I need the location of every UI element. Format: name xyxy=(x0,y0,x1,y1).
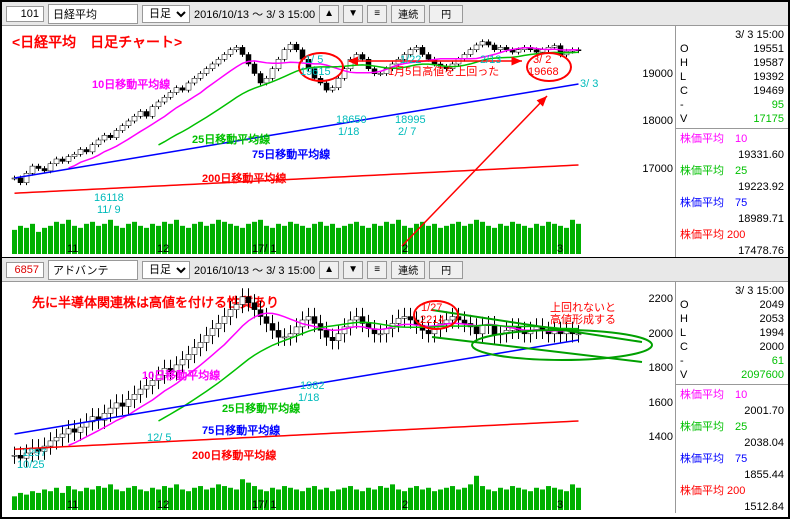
toolbar: 6857 アドバンテ 日足 2016/10/13 ～ 3/ 3 15:00 ▲▼… xyxy=(2,258,788,282)
anno-text: 10/25 xyxy=(17,459,45,471)
anno-text: 上回れないと xyxy=(550,302,616,314)
side-panel: 3/ 3 15:00O19551H19587L19392C19469-95V17… xyxy=(676,26,788,257)
ma-row: 株価平均 7518989.71 xyxy=(680,195,784,227)
xtick: 3 xyxy=(557,243,563,255)
xtick: 11 xyxy=(67,243,78,255)
ohlc-row: -95 xyxy=(680,98,784,112)
anno-text: 2214 xyxy=(420,314,444,326)
anno-text: 18650 xyxy=(336,114,367,126)
ytick: 2200 xyxy=(649,293,673,305)
anno-text: 18995 xyxy=(395,114,426,126)
ma-row: 株価平均 2519223.92 xyxy=(680,163,784,195)
ohlc-row: L1994 xyxy=(680,326,784,340)
xtick: 17/ 1 xyxy=(252,499,276,511)
ma-row: 株価平均 1019331.60 xyxy=(680,131,784,163)
anno-text: 2/13 xyxy=(480,54,501,66)
xtick: 17/ 1 xyxy=(252,243,276,255)
anno-text: 19668 xyxy=(528,66,559,78)
ma-row: 株価平均 751855.44 xyxy=(680,451,784,483)
ohlc-row: O19551 xyxy=(680,42,784,56)
chart-panel: 101 日経平均 日足 2016/10/13 ～ 3/ 3 15:00 ▲▼≡連… xyxy=(2,2,788,258)
xtick: 3 xyxy=(557,499,563,511)
toolbar-btn[interactable]: ≡ xyxy=(367,5,387,23)
anno-text: 3/ 3 xyxy=(580,78,598,90)
ma-label: 75日移動平均線 xyxy=(202,422,280,438)
anno-text: 1/ 5 xyxy=(305,54,323,66)
ma-row: 株価平均 2001512.84 xyxy=(680,483,784,515)
xtick: 12 xyxy=(157,243,169,255)
ohlc-row: H2053 xyxy=(680,312,784,326)
anno-text: 1/22 xyxy=(400,54,421,66)
code-input[interactable]: 101 xyxy=(6,6,44,22)
toolbar-btn[interactable]: 連続 xyxy=(391,261,425,279)
ytick: 18000 xyxy=(642,115,673,127)
ohlc-row: C2000 xyxy=(680,340,784,354)
side-datetime: 3/ 3 15:00 xyxy=(680,28,784,42)
interval-select[interactable]: 日足 xyxy=(142,5,190,23)
toolbar-btn[interactable]: 連続 xyxy=(391,5,425,23)
ma-label: 10日移動平均線 xyxy=(142,367,220,383)
ohlc-row: -61 xyxy=(680,354,784,368)
toolbar-btn[interactable]: 円 xyxy=(429,5,463,23)
side-panel: 3/ 3 15:00O2049H2053L1994C2000-61V209760… xyxy=(676,282,788,513)
ohlc-row: O2049 xyxy=(680,298,784,312)
ytick: 2000 xyxy=(649,328,673,340)
ohlc-row: V2097600 xyxy=(680,368,784,382)
ohlc-row: V17175 xyxy=(680,112,784,126)
chart-area: 先に半導体関連株は高値を付ける性質あり 14001600180020002200… xyxy=(2,282,676,513)
xtick: 2 xyxy=(402,499,408,511)
ytick: 1800 xyxy=(649,362,673,374)
toolbar-btn[interactable]: ▼ xyxy=(343,5,363,23)
xtick: 2 xyxy=(402,243,408,255)
xtick: 11 xyxy=(67,499,78,511)
anno-text: 1982 xyxy=(300,380,324,392)
toolbar: 101 日経平均 日足 2016/10/13 ～ 3/ 3 15:00 ▲▼≡連… xyxy=(2,2,788,26)
ytick: 1600 xyxy=(649,397,673,409)
chart-panel: 6857 アドバンテ 日足 2016/10/13 ～ 3/ 3 15:00 ▲▼… xyxy=(2,258,788,514)
anno-text: 1/27 xyxy=(421,302,442,314)
anno-text: 11/ 9 xyxy=(97,204,121,216)
ma-label: 25日移動平均線 xyxy=(192,131,270,147)
anno-text: 1/18 xyxy=(338,126,359,138)
ma-row: 株価平均 20017478.76 xyxy=(680,227,784,259)
date-range: 2016/10/13 ～ 3/ 3 15:00 xyxy=(194,6,315,22)
anno-text: 1297 xyxy=(22,447,46,459)
toolbar-btn[interactable]: ▲ xyxy=(319,261,339,279)
xtick: 12 xyxy=(157,499,169,511)
anno-text: 3/ 2 xyxy=(533,54,551,66)
ohlc-row: L19392 xyxy=(680,70,784,84)
anno-text: 1月5日高値を上回った xyxy=(388,66,499,78)
ytick: 1400 xyxy=(649,431,673,443)
ma-label: 75日移動平均線 xyxy=(252,146,330,162)
anno-text: 19615 xyxy=(300,66,331,78)
name-box: アドバンテ xyxy=(48,260,138,280)
ma-label: 25日移動平均線 xyxy=(222,400,300,416)
side-datetime: 3/ 3 15:00 xyxy=(680,284,784,298)
anno-text: 高値形成する xyxy=(550,314,616,326)
ma-row: 株価平均 252038.04 xyxy=(680,419,784,451)
anno-text: 2/ 7 xyxy=(398,126,416,138)
chart-area: <日経平均 日足チャート> 170001800019000111217/ 123… xyxy=(2,26,676,257)
ytick: 17000 xyxy=(642,163,673,175)
interval-select[interactable]: 日足 xyxy=(142,261,190,279)
toolbar-btn[interactable]: ▲ xyxy=(319,5,339,23)
ytick: 19000 xyxy=(642,68,673,80)
toolbar-btn[interactable]: 円 xyxy=(429,261,463,279)
anno-text: 12/ 5 xyxy=(147,432,171,444)
ohlc-row: H19587 xyxy=(680,56,784,70)
toolbar-btn[interactable]: ▼ xyxy=(343,261,363,279)
ma-label: 200日移動平均線 xyxy=(192,447,276,463)
toolbar-btn[interactable]: ≡ xyxy=(367,261,387,279)
ma-label: 10日移動平均線 xyxy=(92,76,170,92)
date-range: 2016/10/13 ～ 3/ 3 15:00 xyxy=(194,262,315,278)
ma-label: 200日移動平均線 xyxy=(202,170,286,186)
name-box: 日経平均 xyxy=(48,4,138,24)
anno-text: 16118 xyxy=(94,192,124,204)
code-input[interactable]: 6857 xyxy=(6,262,44,278)
anno-text: 1/18 xyxy=(298,392,319,404)
ohlc-row: C19469 xyxy=(680,84,784,98)
ma-row: 株価平均 102001.70 xyxy=(680,387,784,419)
